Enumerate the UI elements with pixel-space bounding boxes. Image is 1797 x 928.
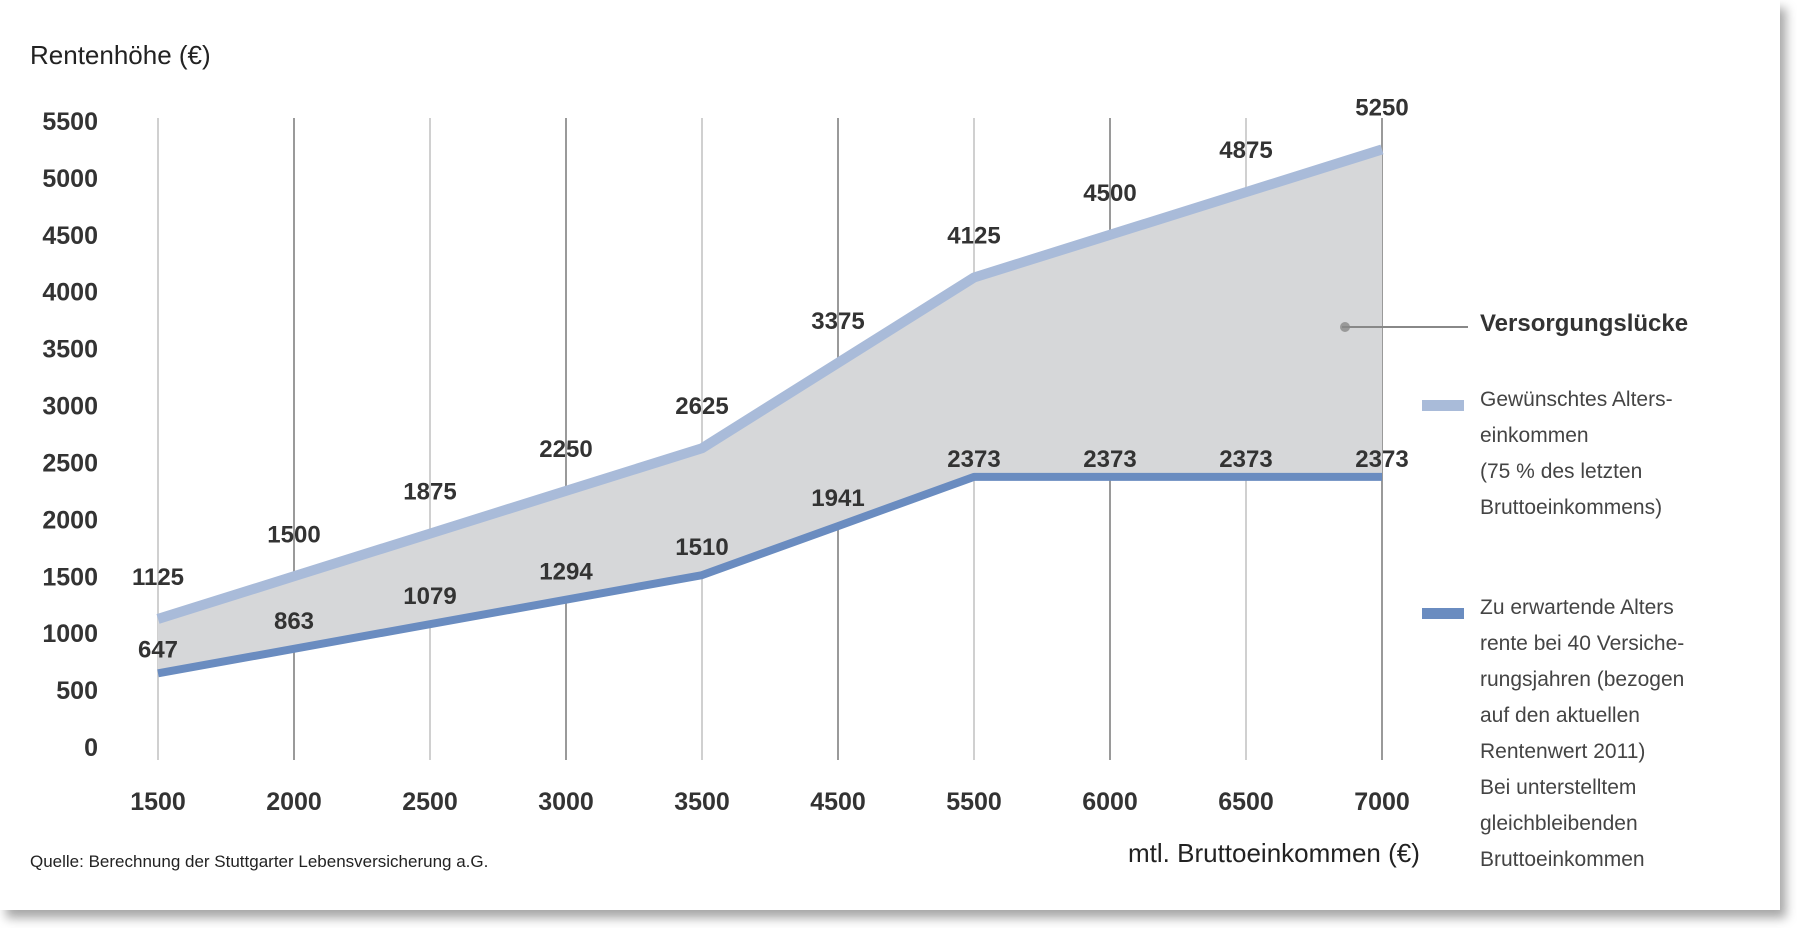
y-tick-label: 2000	[42, 506, 98, 534]
data-label-expected: 1510	[675, 534, 728, 561]
y-tick-label: 0	[84, 734, 98, 762]
data-label-desired: 1500	[267, 521, 320, 548]
data-label-expected: 2373	[1355, 446, 1408, 473]
series-line-desired	[156, 144, 1384, 624]
data-label-desired: 4875	[1219, 137, 1272, 164]
y-tick-label: 1500	[42, 563, 98, 591]
legend-swatch-expected	[1422, 608, 1464, 619]
data-label-desired: 5250	[1355, 94, 1408, 121]
x-tick-label: 2000	[266, 788, 322, 816]
data-label-expected: 1079	[403, 583, 456, 610]
y-axis-title: Rentenhöhe (€)	[30, 40, 211, 70]
x-tick-labels: 1500 2000 2500 3000 3500 4500 5500 6000 6500 7000	[130, 788, 1410, 816]
chart-plot: 0 500 1000 1500 2000 2500 3000 3500 4000 4500 5000…	[42, 94, 1410, 816]
x-tick-label: 6500	[1218, 788, 1274, 816]
data-label-expected: 1941	[811, 485, 864, 512]
series-line-expected	[157, 472, 1382, 678]
x-tick-label: 4500	[810, 788, 866, 816]
data-label-expected: 863	[274, 608, 314, 635]
x-tick-label: 6000	[1082, 788, 1138, 816]
series-lines	[156, 144, 1384, 678]
y-tick-label: 5000	[42, 165, 98, 193]
y-tick-label: 3000	[42, 393, 98, 421]
x-tick-label: 2500	[402, 788, 458, 816]
legend-label-expected: Zu erwartende Alters rente bei 40 Versic…	[1480, 596, 1685, 871]
x-tick-label: 3500	[674, 788, 730, 816]
data-label-desired: 4125	[947, 223, 1000, 250]
data-labels: 1125 1500 1875 2250 2625 3375 4125 4500 4875 5250…	[132, 94, 1409, 663]
legend-gap-label: Versorgungslücke	[1480, 310, 1689, 337]
x-axis-title: mtl. Bruttoeinkommen (€)	[1128, 838, 1420, 868]
data-label-expected: 647	[138, 636, 178, 663]
y-tick-labels: 0 500 1000 1500 2000 2500 3000 3500 4000 4500 5000…	[42, 108, 98, 762]
x-tick-label: 7000	[1354, 788, 1410, 816]
data-label-expected: 1294	[539, 559, 593, 586]
data-label-desired: 1125	[132, 564, 184, 591]
y-tick-label: 2500	[42, 449, 98, 477]
source-note: Quelle: Berechnung der Stuttgarter Leben…	[30, 852, 489, 871]
data-label-desired: 2625	[675, 393, 728, 420]
data-label-expected: 2373	[947, 446, 1000, 473]
data-label-desired: 2250	[539, 436, 592, 463]
data-label-desired: 4500	[1083, 180, 1136, 207]
legend-label-desired: Gewünschtes Alters- einkommen (75 % des …	[1480, 388, 1673, 519]
data-label-desired: 3375	[811, 308, 864, 335]
chart-card: Rentenhöhe (€) 0 500 1000 1500 2000 2500 3000 3…	[30, 40, 1689, 871]
data-label-expected: 2373	[1083, 446, 1136, 473]
x-tick-label: 1500	[130, 788, 186, 816]
data-label-expected: 2373	[1219, 446, 1272, 473]
data-label-desired: 1875	[403, 479, 456, 506]
y-tick-label: 1000	[42, 620, 98, 648]
x-tick-label: 3000	[538, 788, 594, 816]
y-tick-label: 4500	[42, 222, 98, 250]
x-tick-label: 5500	[946, 788, 1002, 816]
y-tick-label: 5500	[42, 108, 98, 136]
legend-swatch-desired	[1422, 400, 1464, 411]
gap-connector-line	[1342, 326, 1468, 328]
y-tick-label: 3500	[42, 336, 98, 364]
y-tick-label: 500	[56, 677, 98, 705]
y-tick-label: 4000	[42, 279, 98, 307]
